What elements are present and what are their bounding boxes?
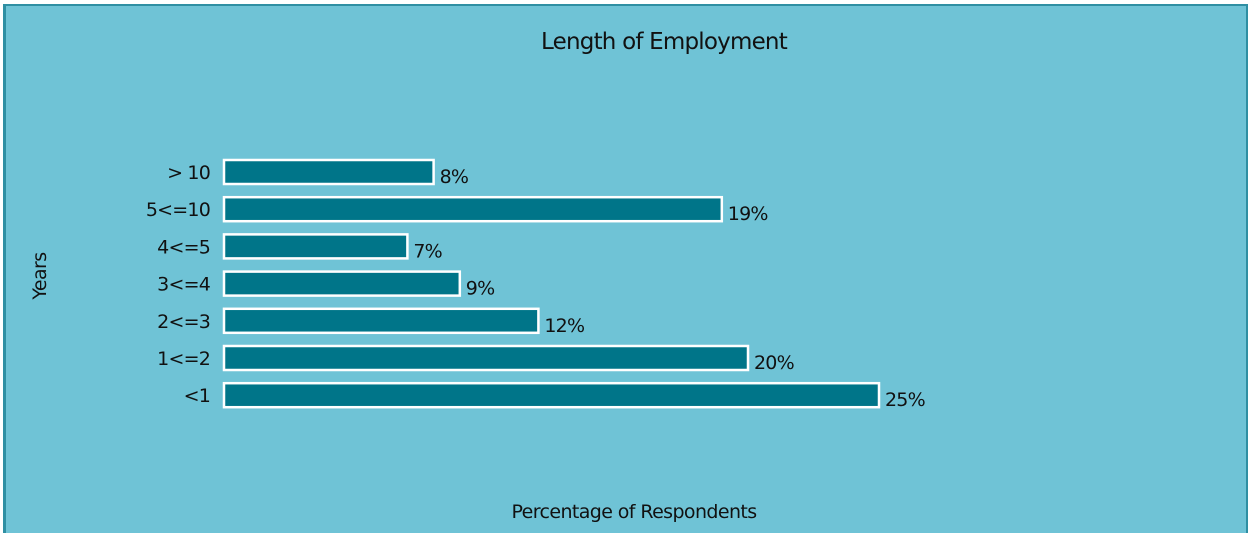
bar-3	[222, 233, 409, 260]
bars-group: > 10 8% 5<=10 19% 4<=5 7% 3<=4 9% 2<=3 12% 1<=2 20%…	[146, 158, 926, 411]
value-label: 20%	[754, 352, 794, 374]
bar-chart: Length of Employment Years Percentage of…	[29, 29, 926, 523]
value-label: 19%	[728, 203, 768, 225]
category-label: 1<=2	[157, 348, 210, 370]
value-label: 7%	[413, 240, 442, 262]
category-label: > 10	[167, 162, 210, 184]
bar-4	[222, 270, 462, 297]
category-label: 3<=4	[157, 274, 211, 296]
category-label: 5<=10	[146, 199, 210, 221]
bar-6	[222, 344, 750, 372]
bar-5	[222, 307, 540, 335]
bar-7	[222, 381, 881, 409]
bar-2	[222, 195, 724, 223]
category-label: 2<=3	[157, 311, 210, 333]
chart-panel: Length of Employment Years Percentage of…	[3, 4, 1248, 533]
value-label: 9%	[466, 278, 495, 300]
category-label: 4<=5	[157, 236, 210, 258]
chart-title: Length of Employment	[541, 29, 788, 55]
x-axis-label: Percentage of Respondents	[511, 501, 756, 523]
value-label: 12%	[544, 315, 584, 337]
bar-1	[222, 158, 435, 186]
y-axis-label: Years	[29, 252, 51, 300]
value-label: 25%	[885, 389, 925, 411]
category-label: <1	[184, 385, 210, 407]
value-label: 8%	[440, 166, 469, 188]
